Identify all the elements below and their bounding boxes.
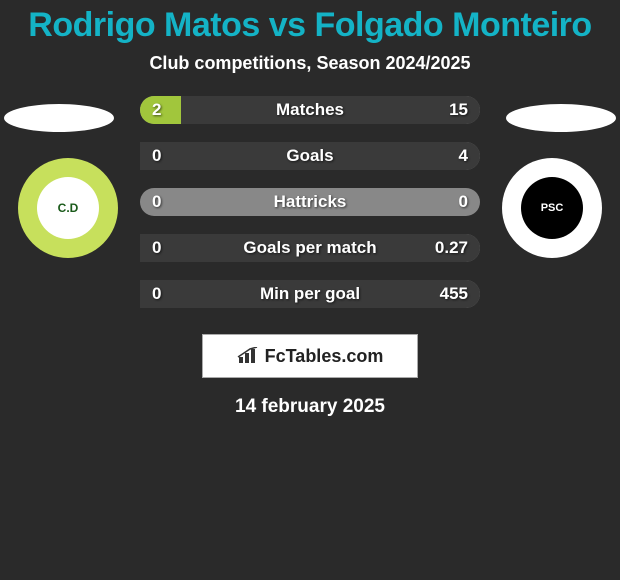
comparison-infographic: Rodrigo Matos vs Folgado Monteiro Club c… [0, 0, 620, 418]
stat-row: 0 Hattricks 0 [140, 188, 480, 216]
stat-row: 0 Goals 4 [140, 142, 480, 170]
club-initials-right: PSC [541, 202, 564, 214]
flag-right [506, 104, 616, 132]
date-label: 14 february 2025 [0, 396, 620, 418]
stat-row: 2 Matches 15 [140, 96, 480, 124]
subtitle: Club competitions, Season 2024/2025 [0, 53, 620, 74]
page-title: Rodrigo Matos vs Folgado Monteiro [0, 0, 620, 45]
club-crest-left: C.D [37, 177, 99, 239]
comparison-area: C.D PSC 2Matches150Goals40Hattricks00Goa… [0, 110, 620, 320]
stat-row: 0 Goals per match 0.27 [140, 234, 480, 262]
club-initials-left: C.D [58, 201, 79, 215]
stat-label: Goals per match [243, 238, 376, 258]
stat-value-right: 455 [440, 284, 468, 304]
stat-label: Goals [286, 146, 333, 166]
stat-row: 0 Min per goal 455 [140, 280, 480, 308]
flag-left [4, 104, 114, 132]
stat-label: Min per goal [260, 284, 360, 304]
stat-label: Matches [276, 100, 344, 120]
stat-value-right: 15 [449, 100, 468, 120]
club-badge-left: C.D [18, 158, 118, 258]
stat-value-left: 0 [152, 146, 161, 166]
stat-value-left: 0 [152, 192, 161, 212]
stat-value-right: 0 [459, 192, 468, 212]
stats-column: 2 Matches 15 0 Goals 4 0 Hattricks 0 0 Goals per m… [140, 96, 480, 326]
club-crest-right: PSC [521, 177, 583, 239]
bar-chart-icon [237, 347, 259, 365]
stat-value-left: 0 [152, 284, 161, 304]
stat-value-left: 0 [152, 238, 161, 258]
club-badge-right: PSC [502, 158, 602, 258]
brand-text: FcTables.com [265, 346, 384, 367]
stat-value-left: 2 [152, 100, 161, 120]
stat-label: Hattricks [274, 192, 347, 212]
brand-box: FcTables.com [202, 334, 418, 378]
stat-value-right: 0.27 [435, 238, 468, 258]
stat-value-right: 4 [459, 146, 468, 166]
